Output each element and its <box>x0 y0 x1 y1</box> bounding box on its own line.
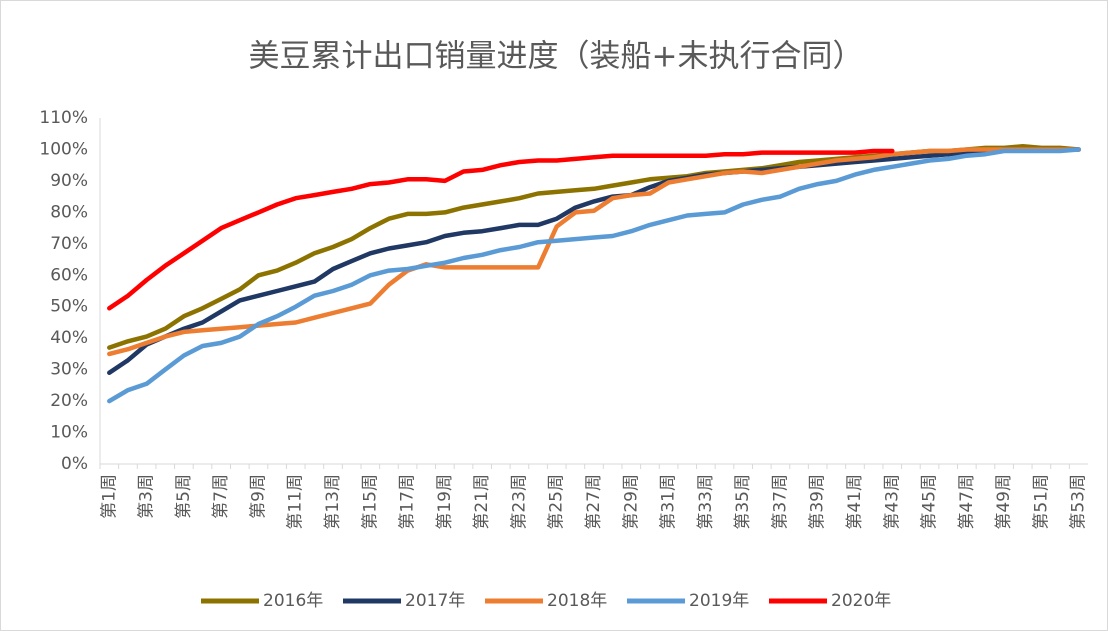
legend-label: 2019年 <box>689 591 749 611</box>
x-tick-label: 第43周 <box>882 474 902 530</box>
chart-title: 美豆累计出口销量进度（装船+未执行合同） <box>249 39 864 75</box>
x-tick-label: 第33周 <box>696 474 716 530</box>
x-tick-label: 第41周 <box>845 474 865 530</box>
x-tick-label: 第9周 <box>248 474 268 519</box>
y-tick-label: 110% <box>39 108 88 128</box>
x-tick-label: 第45周 <box>920 474 940 530</box>
x-tick-label: 第53周 <box>1069 474 1089 530</box>
x-tick-label: 第17周 <box>398 474 418 530</box>
series-line <box>107 147 1081 357</box>
x-tick-label: 第37周 <box>770 474 790 530</box>
x-tick-label: 第31周 <box>659 474 679 530</box>
legend-label: 2017年 <box>405 591 465 611</box>
x-tick-label: 第11周 <box>286 474 306 530</box>
series-line <box>107 148 895 311</box>
y-tick-label: 80% <box>50 202 88 222</box>
x-tick-label: 第27周 <box>584 474 604 530</box>
x-tick-label: 第25周 <box>547 474 567 530</box>
y-tick-label: 90% <box>50 171 88 191</box>
x-tick-label: 第23周 <box>509 474 529 530</box>
series-line <box>107 147 1081 376</box>
x-tick-label: 第35周 <box>733 474 753 530</box>
y-tick-label: 0% <box>61 454 88 474</box>
legend-label: 2020年 <box>831 591 891 611</box>
x-tick-label: 第3周 <box>137 474 157 519</box>
x-tick-label: 第5周 <box>174 474 194 519</box>
x-tick-label: 第13周 <box>323 474 343 530</box>
y-tick-label: 100% <box>39 139 88 159</box>
y-tick-label: 60% <box>50 265 88 285</box>
x-tick-label: 第39周 <box>808 474 828 530</box>
x-tick-label: 第21周 <box>472 474 492 530</box>
y-tick-label: 10% <box>50 423 88 443</box>
legend-label: 2018年 <box>547 591 607 611</box>
x-tick-label: 第47周 <box>957 474 977 530</box>
x-tick-label: 第7周 <box>211 474 231 519</box>
y-tick-label: 40% <box>50 328 88 348</box>
x-tick-label: 第49周 <box>994 474 1014 530</box>
x-tick-label: 第15周 <box>360 474 380 530</box>
x-tick-label: 第19周 <box>435 474 455 530</box>
y-tick-label: 20% <box>50 391 88 411</box>
y-tick-label: 30% <box>50 360 88 380</box>
x-tick-label: 第29周 <box>621 474 641 530</box>
y-tick-label: 50% <box>50 297 88 317</box>
x-tick-label: 第1周 <box>99 474 119 519</box>
legend-label: 2016年 <box>263 591 323 611</box>
x-tick-label: 第51周 <box>1031 474 1051 530</box>
y-tick-label: 70% <box>50 234 88 254</box>
series-line <box>107 147 1081 404</box>
